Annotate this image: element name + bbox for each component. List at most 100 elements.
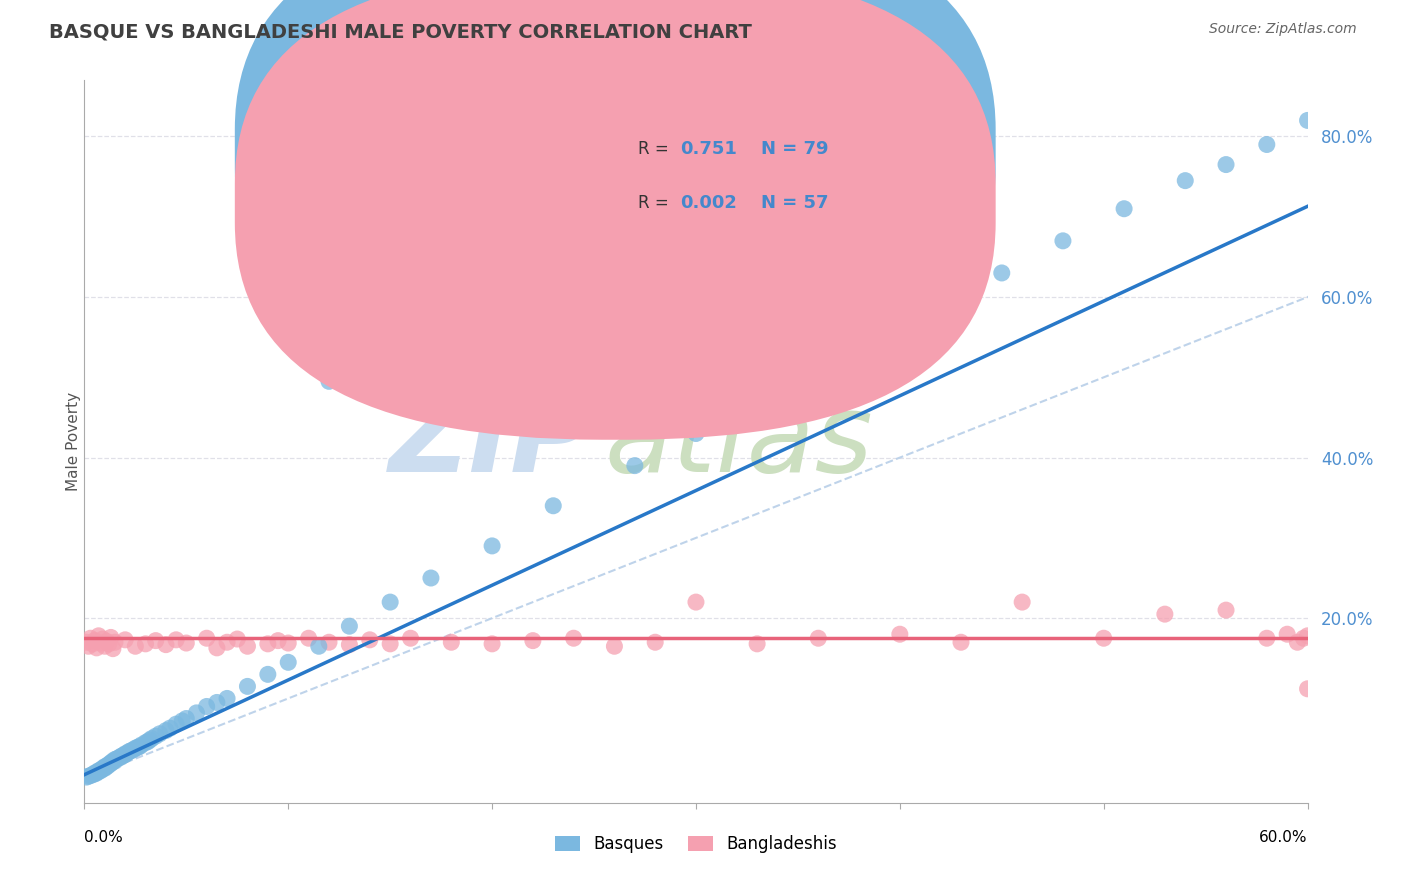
Point (339, 638, 361, 652)
Point (380, 637, 402, 651)
Point (90, 636, 112, 650)
Point (79, 768, 101, 782)
Point (186, 706, 208, 720)
Point (104, 752, 127, 766)
Point (1174, 173, 1197, 187)
Point (83, 766, 105, 780)
Point (257, 637, 280, 651)
Point (96, 759, 118, 773)
Point (1114, 202, 1136, 216)
Point (420, 571, 443, 585)
Point (135, 735, 157, 749)
Point (991, 266, 1014, 280)
Point (127, 740, 149, 755)
Point (277, 636, 299, 650)
Point (122, 743, 145, 757)
Point (90, 764, 112, 778)
Point (481, 539, 503, 553)
Point (83, 633, 105, 648)
Text: 0.751: 0.751 (681, 140, 737, 158)
Text: N = 57: N = 57 (761, 194, 828, 212)
Point (1011, 595, 1033, 609)
Point (86, 766, 108, 780)
Point (135, 637, 157, 651)
Point (205, 640, 228, 655)
Point (298, 632, 321, 646)
Point (87, 764, 110, 779)
Point (848, 338, 870, 352)
Text: N = 79: N = 79 (761, 140, 828, 158)
Point (155, 723, 177, 738)
Point (174, 712, 197, 726)
Point (86, 765, 108, 780)
Point (1296, 629, 1319, 643)
Point (100, 631, 122, 645)
Point (1256, 137, 1278, 152)
Point (1052, 234, 1074, 248)
Text: 60.0%: 60.0% (1260, 830, 1308, 845)
Point (205, 696, 228, 710)
Point (104, 754, 127, 768)
Point (172, 714, 194, 728)
Point (110, 750, 132, 764)
Point (128, 739, 150, 754)
Point (90, 763, 112, 777)
Point (118, 744, 141, 758)
Point (318, 374, 340, 388)
Point (100, 756, 122, 771)
Point (1277, 627, 1299, 641)
Y-axis label: Male Poverty: Male Poverty (66, 392, 80, 491)
Point (114, 747, 136, 762)
Point (787, 370, 810, 384)
Point (1215, 157, 1237, 171)
Point (685, 595, 707, 609)
Point (562, 632, 585, 646)
Point (97, 637, 120, 651)
Point (104, 635, 127, 649)
Point (93, 760, 115, 774)
Point (96, 760, 118, 774)
Point (226, 632, 249, 646)
Point (93, 639, 115, 653)
Point (174, 636, 197, 650)
Point (124, 639, 146, 653)
Text: 0.0%: 0.0% (84, 830, 124, 845)
Point (91, 762, 114, 776)
Point (83, 767, 105, 781)
Point (236, 639, 259, 653)
Point (522, 633, 544, 648)
Point (1256, 632, 1278, 646)
Point (543, 499, 565, 513)
Point (950, 635, 973, 649)
Point (624, 458, 647, 473)
Text: R =: R = (638, 140, 675, 158)
Point (339, 619, 361, 633)
Point (82, 637, 104, 651)
Point (1286, 635, 1309, 649)
Text: ZIP: ZIP (388, 388, 592, 495)
Point (1092, 632, 1115, 646)
Point (91, 761, 114, 775)
Point (97, 757, 120, 772)
Point (217, 691, 239, 706)
Point (889, 627, 911, 641)
Text: Source: ZipAtlas.com: Source: ZipAtlas.com (1209, 22, 1357, 37)
Point (149, 727, 172, 741)
Point (481, 637, 503, 651)
FancyBboxPatch shape (235, 0, 995, 440)
Point (155, 638, 177, 652)
Point (100, 756, 122, 770)
Point (195, 699, 218, 714)
Point (747, 637, 769, 651)
Point (217, 635, 239, 649)
Point (110, 749, 132, 764)
Point (159, 721, 181, 735)
Point (1296, 681, 1319, 696)
Text: atlas: atlas (605, 388, 873, 495)
Point (141, 731, 163, 746)
Point (105, 751, 128, 765)
Point (77, 639, 100, 653)
Text: R =: R = (638, 194, 675, 212)
Point (399, 632, 422, 646)
Point (101, 755, 124, 769)
